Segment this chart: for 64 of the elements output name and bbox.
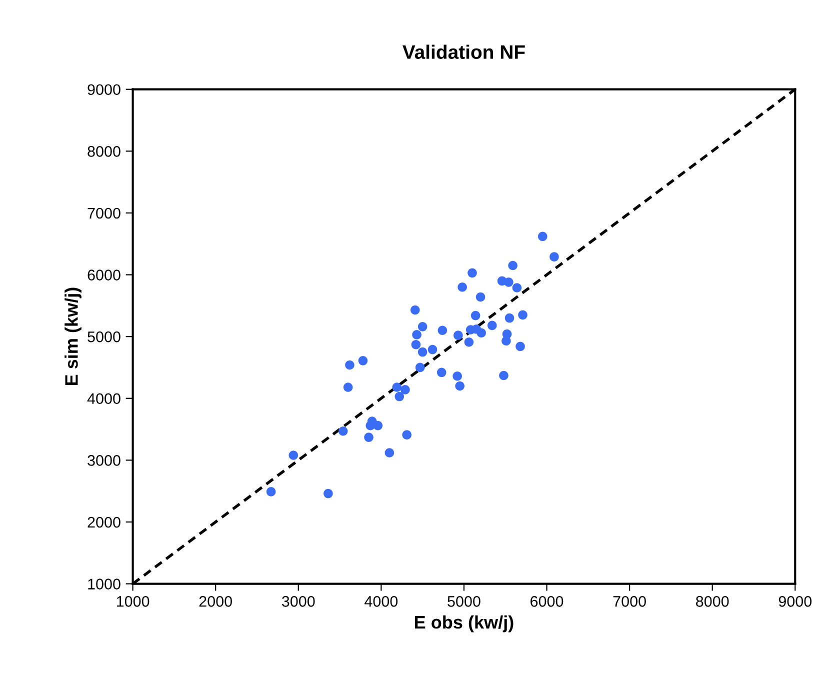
point xyxy=(538,232,548,242)
point xyxy=(476,328,486,338)
point xyxy=(436,368,446,378)
point xyxy=(428,344,438,354)
point xyxy=(452,371,462,381)
point xyxy=(512,283,522,292)
point xyxy=(358,356,368,366)
y-tick-label: 6000 xyxy=(88,270,120,280)
point xyxy=(464,337,474,347)
point xyxy=(499,370,508,380)
point xyxy=(410,305,420,315)
point xyxy=(518,310,528,320)
point xyxy=(411,340,421,350)
point xyxy=(455,381,464,391)
point xyxy=(468,268,477,278)
y-tick-label: 2000 xyxy=(88,516,120,528)
x-tick-label: 6000 xyxy=(530,596,564,607)
y-tick-label: 1000 xyxy=(88,578,120,590)
point xyxy=(454,330,463,340)
x-tick-label: 2000 xyxy=(199,596,232,607)
point xyxy=(470,310,480,320)
point xyxy=(508,260,518,270)
x-tick-label: 7000 xyxy=(613,596,646,607)
chart-title: Validation NF xyxy=(402,44,525,59)
x-tick-label: 4000 xyxy=(364,596,398,607)
x-axis-title: E obs (kw/j) xyxy=(415,615,514,632)
y-tick-label: 4000 xyxy=(87,393,120,404)
point xyxy=(343,382,353,392)
x-tick-label: 9000 xyxy=(778,596,812,607)
point xyxy=(487,320,497,330)
point xyxy=(418,322,428,332)
point xyxy=(392,382,402,392)
point xyxy=(400,385,410,394)
point xyxy=(415,362,425,372)
point xyxy=(476,292,486,302)
point xyxy=(345,360,354,370)
y-tick-label: 5000 xyxy=(88,331,120,342)
y-axis-title: E sim (kw/j) xyxy=(64,288,82,386)
point xyxy=(418,347,428,357)
point xyxy=(438,326,448,336)
point xyxy=(504,313,514,323)
x-tick-label: 5000 xyxy=(448,596,480,607)
point xyxy=(516,342,525,352)
point xyxy=(364,432,374,442)
point xyxy=(402,430,412,440)
point xyxy=(324,488,333,498)
point xyxy=(458,282,467,292)
point xyxy=(373,420,383,430)
x-tick-label: 8000 xyxy=(696,596,729,607)
y-tick-label: 9000 xyxy=(88,84,120,96)
x-tick-label: 3000 xyxy=(282,596,315,607)
y-tick-label: 7000 xyxy=(88,208,120,219)
point xyxy=(288,450,298,460)
point xyxy=(394,392,404,402)
point xyxy=(266,487,276,496)
point xyxy=(384,448,394,458)
point xyxy=(502,329,512,339)
point xyxy=(504,278,514,287)
y-tick-label: 8000 xyxy=(88,146,120,157)
point xyxy=(550,252,559,262)
point xyxy=(412,330,422,340)
y-tick-label: 3000 xyxy=(88,455,120,466)
x-tick-label: 1000 xyxy=(116,596,150,607)
point xyxy=(338,426,348,436)
